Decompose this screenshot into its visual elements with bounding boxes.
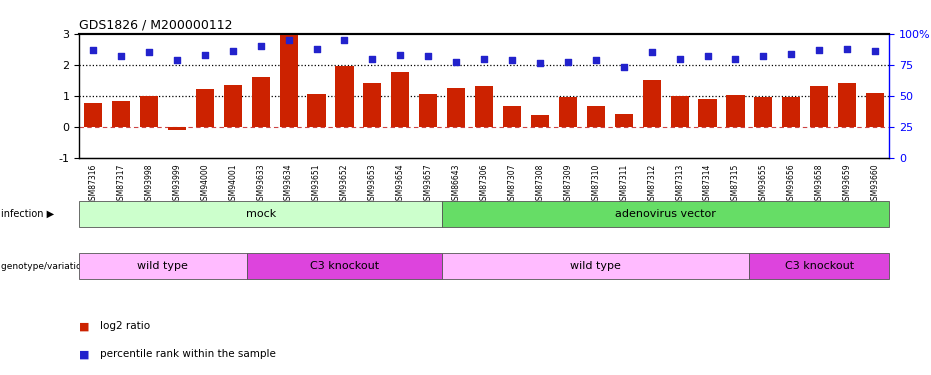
Text: genotype/variation ▶: genotype/variation ▶: [1, 262, 97, 271]
Bar: [531, 115, 549, 127]
Bar: [726, 95, 745, 127]
Point: [421, 53, 436, 59]
Bar: [363, 82, 382, 127]
Text: C3 knockout: C3 knockout: [785, 261, 854, 271]
Bar: [503, 106, 521, 127]
Bar: [196, 90, 214, 127]
Text: percentile rank within the sample: percentile rank within the sample: [100, 350, 276, 359]
Bar: [447, 88, 466, 127]
Text: log2 ratio: log2 ratio: [100, 321, 150, 331]
Point: [533, 60, 547, 66]
Point: [86, 47, 101, 53]
Bar: [140, 96, 158, 127]
Bar: [642, 80, 661, 127]
Text: infection ▶: infection ▶: [1, 209, 54, 219]
Point: [616, 64, 631, 70]
Bar: [391, 72, 410, 127]
Bar: [419, 94, 438, 127]
Point: [449, 59, 464, 65]
Bar: [559, 97, 577, 127]
Point: [169, 57, 184, 63]
Point: [672, 56, 687, 62]
Text: C3 knockout: C3 knockout: [310, 261, 379, 271]
Point: [477, 56, 492, 62]
Text: GDS1826 / M200000112: GDS1826 / M200000112: [79, 18, 233, 31]
Point: [253, 43, 268, 49]
Bar: [475, 86, 493, 127]
Point: [840, 46, 855, 52]
Bar: [307, 94, 326, 127]
Point: [225, 48, 240, 54]
Point: [812, 47, 827, 53]
Point: [365, 56, 380, 62]
Text: adenovirus vector: adenovirus vector: [615, 209, 716, 219]
Text: wild type: wild type: [571, 261, 621, 271]
Bar: [866, 93, 884, 127]
Point: [644, 50, 659, 55]
Text: ■: ■: [79, 321, 89, 331]
Bar: [782, 97, 801, 127]
Bar: [279, 34, 298, 127]
Bar: [251, 77, 270, 127]
Bar: [810, 86, 829, 127]
Point: [588, 57, 603, 63]
Point: [560, 59, 575, 65]
Bar: [168, 127, 186, 130]
Point: [756, 53, 771, 59]
Bar: [84, 104, 102, 127]
Bar: [223, 85, 242, 127]
Bar: [587, 106, 605, 127]
Point: [393, 52, 408, 58]
Point: [784, 51, 799, 57]
Point: [337, 37, 352, 43]
Bar: [838, 83, 857, 127]
Point: [114, 53, 128, 59]
Point: [197, 52, 212, 58]
Bar: [614, 114, 633, 127]
Point: [142, 50, 156, 55]
Point: [505, 57, 519, 63]
Text: ■: ■: [79, 350, 89, 359]
Bar: [670, 96, 689, 127]
Bar: [112, 101, 130, 127]
Text: wild type: wild type: [138, 261, 188, 271]
Bar: [698, 99, 717, 127]
Point: [868, 48, 883, 54]
Bar: [335, 66, 354, 127]
Point: [700, 53, 715, 59]
Point: [281, 37, 296, 43]
Point: [309, 46, 324, 52]
Point: [728, 56, 743, 62]
Text: mock: mock: [246, 209, 276, 219]
Bar: [754, 97, 773, 127]
